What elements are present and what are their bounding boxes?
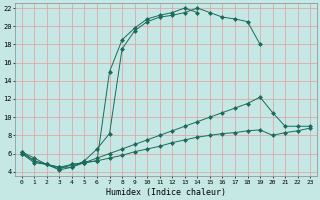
X-axis label: Humidex (Indice chaleur): Humidex (Indice chaleur) bbox=[106, 188, 226, 197]
